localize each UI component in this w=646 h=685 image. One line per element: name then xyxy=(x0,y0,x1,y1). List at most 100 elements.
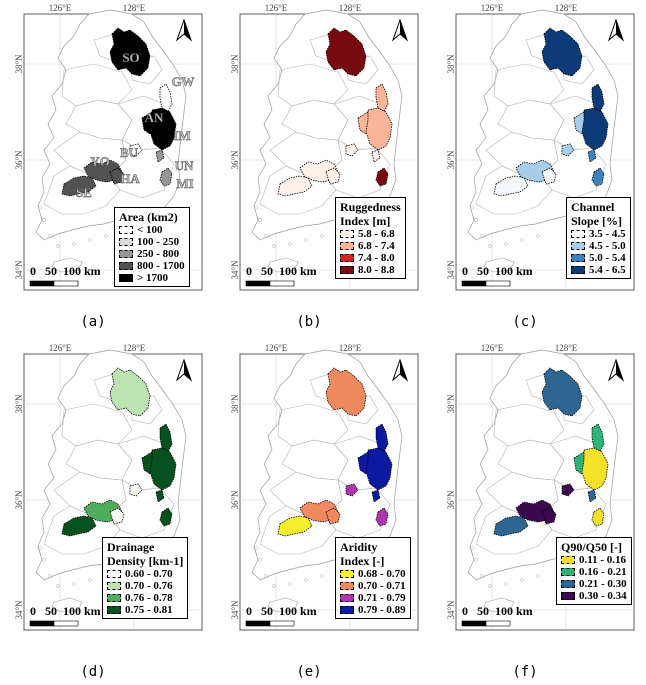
legend-item: 0.11 - 0.16 xyxy=(561,554,627,566)
legend-item: 6.8 - 7.4 xyxy=(340,240,401,252)
island xyxy=(42,558,46,562)
legend-swatch xyxy=(340,230,354,238)
legend-title: Slope [%] xyxy=(571,214,622,228)
map-panel-c: 126°E 128°E 38°N 36°N 34°N 0 50 100 km Channel… xyxy=(446,0,646,300)
jeju-island xyxy=(483,257,515,273)
lat-label: 36°N xyxy=(14,150,24,170)
legend-f: Q90/Q50 [-] 0.11 - 0.16 0.16 - 0.21 0.21 - … xyxy=(556,537,632,605)
legend-label: 800 - 1700 xyxy=(137,260,185,272)
island xyxy=(264,234,268,238)
lon-label: 128°E xyxy=(555,3,578,13)
lat-label: 38°N xyxy=(230,54,240,74)
island xyxy=(474,558,478,562)
province-boundary xyxy=(347,395,379,425)
jeju-island xyxy=(51,257,83,273)
legend-label: 5.0 - 5.4 xyxy=(589,252,626,264)
legend-swatch xyxy=(119,262,133,270)
basin-bu xyxy=(129,143,143,157)
lat-label: 38°N xyxy=(14,54,24,74)
province-boundary xyxy=(131,395,163,425)
legend-item: 0.68 - 0.70 xyxy=(340,568,406,580)
basin-se xyxy=(277,515,313,537)
legend-label: 100 - 250 xyxy=(137,236,180,248)
basin-so xyxy=(541,27,583,77)
basin-label: SE xyxy=(76,185,92,200)
legend-label: 6.8 - 7.4 xyxy=(358,240,395,252)
island xyxy=(38,206,42,210)
island xyxy=(520,238,524,242)
legend-swatch xyxy=(340,570,354,578)
map-svg: 126°E 128°E 38°N 36°N 34°N SO GW AN IM BU UN YO HA SE… xyxy=(14,3,203,291)
north-arrow-icon xyxy=(175,358,193,382)
legend-d: Drainage Density [km-1] 0.60 - 0.70 0.70 - … xyxy=(102,537,189,619)
legend-title: Area (km2) xyxy=(119,210,178,224)
province-boundary xyxy=(475,505,553,555)
province-boundary xyxy=(563,55,595,85)
legend-swatch xyxy=(561,568,575,576)
legend-a: Area (km2) < 100 100 - 250 250 - 800 800 - 1… xyxy=(114,207,190,287)
legend-title: Channel xyxy=(571,200,615,214)
island xyxy=(304,578,308,582)
legend-swatch xyxy=(340,606,354,614)
caption-e: (e) xyxy=(296,664,322,680)
island xyxy=(56,584,60,588)
basin-bu xyxy=(345,143,359,157)
legend-item: < 100 xyxy=(119,224,185,236)
lat-label: 34°N xyxy=(14,260,24,280)
legend-label: 0.70 - 0.76 xyxy=(125,580,173,592)
scale-bar-dark xyxy=(29,620,55,627)
legend-swatch xyxy=(119,238,133,246)
legend-item: 0.75 - 0.81 xyxy=(107,604,183,616)
basin-im xyxy=(149,447,177,491)
legend-title: Drainage xyxy=(107,540,155,554)
map-panel-b: 126°E 128°E 38°N 36°N 34°N 0 50 100 km Ruggedn… xyxy=(230,0,430,300)
basin-bu xyxy=(561,143,575,157)
scale-bar-light xyxy=(485,620,511,627)
lat-label: 38°N xyxy=(230,394,240,414)
legend-title: Ruggedness xyxy=(340,200,401,214)
basin-gw xyxy=(591,423,605,453)
legend-item: 800 - 1700 xyxy=(119,260,185,272)
legend-swatch xyxy=(561,592,575,600)
map-svg: 126°E 128°E 38°N 36°N 34°N xyxy=(446,3,635,291)
legend-swatch xyxy=(107,582,121,590)
island xyxy=(504,582,508,586)
basin-se xyxy=(61,175,97,197)
lat-label: 36°N xyxy=(230,490,240,510)
scale-bar-light xyxy=(53,620,79,627)
basin-im xyxy=(149,107,177,151)
lat-label: 34°N xyxy=(230,600,240,620)
island xyxy=(304,238,308,242)
basin-so xyxy=(325,27,367,77)
legend-swatch xyxy=(107,570,121,578)
basin-ha xyxy=(109,507,125,525)
legend-item: 3.5 - 4.5 xyxy=(571,228,626,240)
island xyxy=(480,234,484,238)
island xyxy=(254,206,258,210)
north-arrow-icon xyxy=(391,18,409,42)
legend-swatch xyxy=(119,274,133,282)
legend-item: 0.21 - 0.30 xyxy=(561,578,627,590)
legend-swatch xyxy=(340,582,354,590)
lon-label: 126°E xyxy=(265,3,288,13)
legend-item: > 1700 xyxy=(119,272,185,284)
basin-bu xyxy=(345,483,359,497)
legend-label: 0.79 - 0.89 xyxy=(358,604,406,616)
basin-un xyxy=(155,149,165,163)
legend-item: 0.70 - 0.76 xyxy=(107,580,183,592)
legend-item: 250 - 800 xyxy=(119,248,185,260)
legend-title: Q90/Q50 [-] xyxy=(561,540,622,554)
scale-bar-label: 0 50 100 km xyxy=(462,264,533,278)
legend-item: 5.0 - 5.4 xyxy=(571,252,626,264)
legend-swatch xyxy=(107,594,121,602)
basin-un xyxy=(371,149,381,163)
lat-label: 36°N xyxy=(446,490,456,510)
island xyxy=(72,242,76,246)
caption-c: (c) xyxy=(512,314,538,330)
scale-bar-dark xyxy=(29,280,55,287)
province-boundary xyxy=(347,55,379,85)
lat-label: 34°N xyxy=(230,260,240,280)
basin-ha xyxy=(109,167,125,185)
scale-bar-label: 0 50 100 km xyxy=(462,604,533,618)
basin-gw xyxy=(159,83,173,113)
